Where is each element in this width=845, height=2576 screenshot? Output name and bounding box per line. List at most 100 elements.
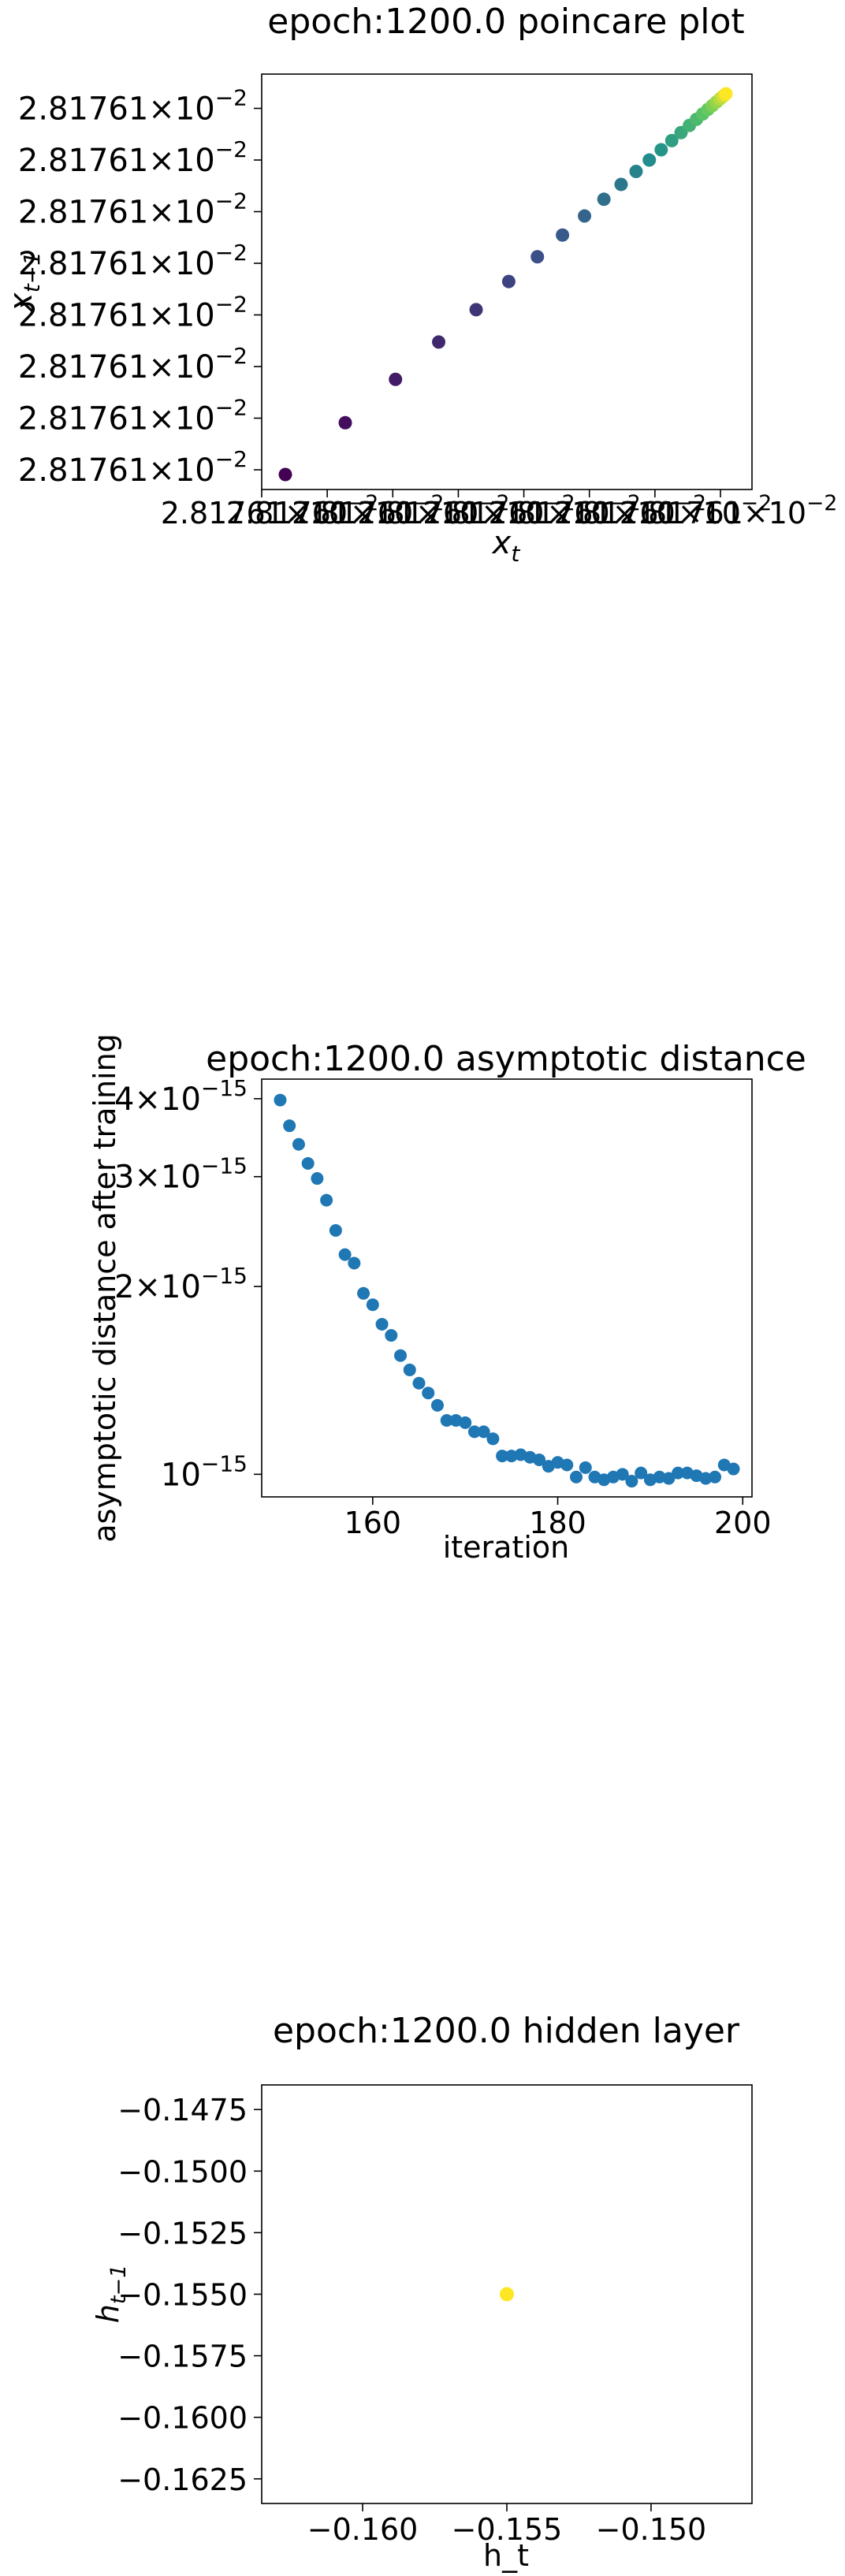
- poincare-point: [664, 133, 679, 147]
- asymptotic-point: [338, 1248, 352, 1261]
- hidden-layer-y-tick-label: −0.1475: [117, 2093, 248, 2127]
- poincare-y-tick-label: 2.81761×10−2: [18, 446, 248, 489]
- poincare-y-tick-label: 2.81761×10−2: [18, 188, 248, 231]
- poincare-y-tick-label: 2.81761×10−2: [18, 85, 248, 128]
- hidden-layer-x-tick-label: −0.155: [452, 2512, 563, 2547]
- asymptotic-point: [348, 1256, 361, 1270]
- poincare-y-tick-label: 2.81761×10−2: [18, 395, 248, 437]
- asymptotic-point: [653, 1470, 666, 1483]
- asymptotic-point: [403, 1363, 416, 1376]
- asymptotic-y-tick-label: 2×10−15: [114, 1263, 248, 1305]
- hidden-layer-y-tick-label: −0.1575: [117, 2340, 248, 2374]
- hidden-layer-y-tick-label: −0.1625: [117, 2462, 248, 2497]
- asymptotic-points: [274, 1093, 740, 1488]
- asymptotic-point: [311, 1172, 324, 1186]
- poincare-point: [578, 209, 592, 223]
- poincare-x-tick-label: 2.81761×10−2: [620, 491, 838, 530]
- hidden-layer-point: [500, 2287, 514, 2302]
- asymptotic-point: [375, 1317, 389, 1331]
- poincare-point: [432, 335, 446, 349]
- asymptotic-point: [412, 1376, 426, 1390]
- asymptotic-point: [727, 1462, 740, 1476]
- poincare-x-tick-label: 2.81761×10−2: [488, 491, 706, 530]
- hidden-layer-y-tick-label: −0.1525: [117, 2216, 248, 2250]
- asymptotic-y-tick-label: 3×10−15: [114, 1153, 248, 1196]
- poincare-y-tick-label: 2.81761×10−2: [18, 240, 248, 282]
- poincare-x-tick-label: 2.81761×10−2: [226, 491, 445, 530]
- asymptotic-chart: epoch:1200.0 asymptotic distance 4×10−15…: [87, 1033, 806, 1565]
- poincare-y-ticks: 2.81761×10−2 2.81761×10−2 2.81761×10−2 2.81…: [18, 85, 262, 489]
- asymptotic-point: [385, 1329, 398, 1342]
- asymptotic-y-tick-label: 10−15: [161, 1450, 248, 1493]
- poincare-y-tick-label: 2.81761×10−2: [18, 136, 248, 179]
- poincare-chart: epoch:1200.0 poincare plot 2.81761×10−22…: [3, 2, 837, 567]
- poincare-point: [556, 228, 570, 242]
- hidden-layer-x-axis-label: h_t: [483, 2538, 529, 2573]
- asymptotic-point: [486, 1432, 500, 1446]
- asymptotic-x-tick-label: 160: [344, 1506, 402, 1540]
- poincare-points: [278, 87, 733, 482]
- poincare-point: [654, 143, 668, 157]
- poincare-point: [389, 372, 403, 386]
- poincare-point: [642, 153, 657, 167]
- asymptotic-point: [320, 1193, 333, 1207]
- asymptotic-point: [533, 1453, 546, 1466]
- asymptotic-point: [366, 1298, 379, 1312]
- asymptotic-point: [560, 1458, 574, 1472]
- asymptotic-point: [292, 1137, 305, 1151]
- poincare-plot-area: [261, 73, 753, 490]
- asymptotic-point: [709, 1470, 722, 1483]
- asymptotic-point: [496, 1450, 509, 1463]
- asymptotic-point: [616, 1468, 629, 1481]
- asymptotic-x-ticks: 160 180 200: [344, 1497, 772, 1540]
- poincare-point: [469, 303, 483, 317]
- hidden-layer-y-tick-label: −0.1600: [117, 2401, 248, 2436]
- poincare-x-tick-label: 2.81761×10−2: [554, 491, 772, 530]
- asymptotic-title: epoch:1200.0 asymptotic distance: [206, 1039, 806, 1079]
- hidden-layer-chart: epoch:1200.0 hidden layer −0.1475 −0.1500…: [91, 2011, 753, 2573]
- asymptotic-point: [357, 1286, 370, 1300]
- asymptotic-y-ticks: 4×10−15 3×10−15 2×10−15 10−15: [114, 1075, 262, 1493]
- poincare-point: [278, 467, 292, 482]
- poincare-point: [719, 87, 733, 101]
- poincare-point: [530, 250, 545, 264]
- hidden-layer-points: [500, 2287, 514, 2302]
- asymptotic-point: [504, 1450, 518, 1463]
- asymptotic-point: [430, 1398, 444, 1412]
- asymptotic-y-tick-label: 4×10−15: [114, 1075, 248, 1118]
- hidden-layer-y-tick-label: −0.1550: [117, 2278, 248, 2313]
- poincare-point: [629, 165, 643, 179]
- asymptotic-point: [477, 1425, 490, 1439]
- poincare-y-tick-label: 2.81761×10−2: [18, 343, 248, 385]
- asymptotic-point: [394, 1349, 408, 1362]
- hidden-layer-y-tick-label: −0.1500: [117, 2154, 248, 2189]
- asymptotic-point: [283, 1119, 296, 1133]
- asymptotic-point: [440, 1413, 453, 1427]
- asymptotic-point: [459, 1416, 472, 1429]
- asymptotic-point: [662, 1472, 676, 1485]
- hidden-layer-x-tick-label: −0.160: [307, 2512, 419, 2547]
- poincare-point: [614, 177, 628, 192]
- hidden-layer-y-ticks: −0.1475 −0.1500 −0.1525 −0.1550 −0.1575 −0.16…: [117, 2093, 262, 2497]
- asymptotic-point: [467, 1425, 481, 1439]
- asymptotic-point: [274, 1093, 287, 1107]
- asymptotic-point: [301, 1156, 315, 1170]
- poincare-x-tick-label: 2.81761×10−2: [161, 491, 379, 530]
- asymptotic-point: [672, 1466, 685, 1480]
- poincare-x-tick-label: 2.81761×10−2: [422, 491, 641, 530]
- hidden-layer-x-ticks: −0.160 −0.155 −0.150: [307, 2503, 706, 2547]
- asymptotic-point: [570, 1470, 583, 1483]
- poincare-x-ticks: 2.81761×10−22.81761×10−22.81761×10−22.81…: [161, 490, 838, 530]
- asymptotic-point: [422, 1387, 435, 1400]
- asymptotic-point: [329, 1223, 342, 1237]
- asymptotic-y-axis-label: asymptotic distance after training: [87, 1033, 122, 1543]
- poincare-title: epoch:1200.0 poincare plot: [267, 2, 744, 42]
- poincare-point: [338, 415, 352, 430]
- asymptotic-point: [625, 1475, 638, 1488]
- asymptotic-point: [635, 1466, 648, 1480]
- asymptotic-point: [699, 1472, 713, 1485]
- asymptotic-x-axis-label: iteration: [443, 1530, 570, 1565]
- poincare-x-tick-label: 2.81761×10−2: [292, 491, 510, 530]
